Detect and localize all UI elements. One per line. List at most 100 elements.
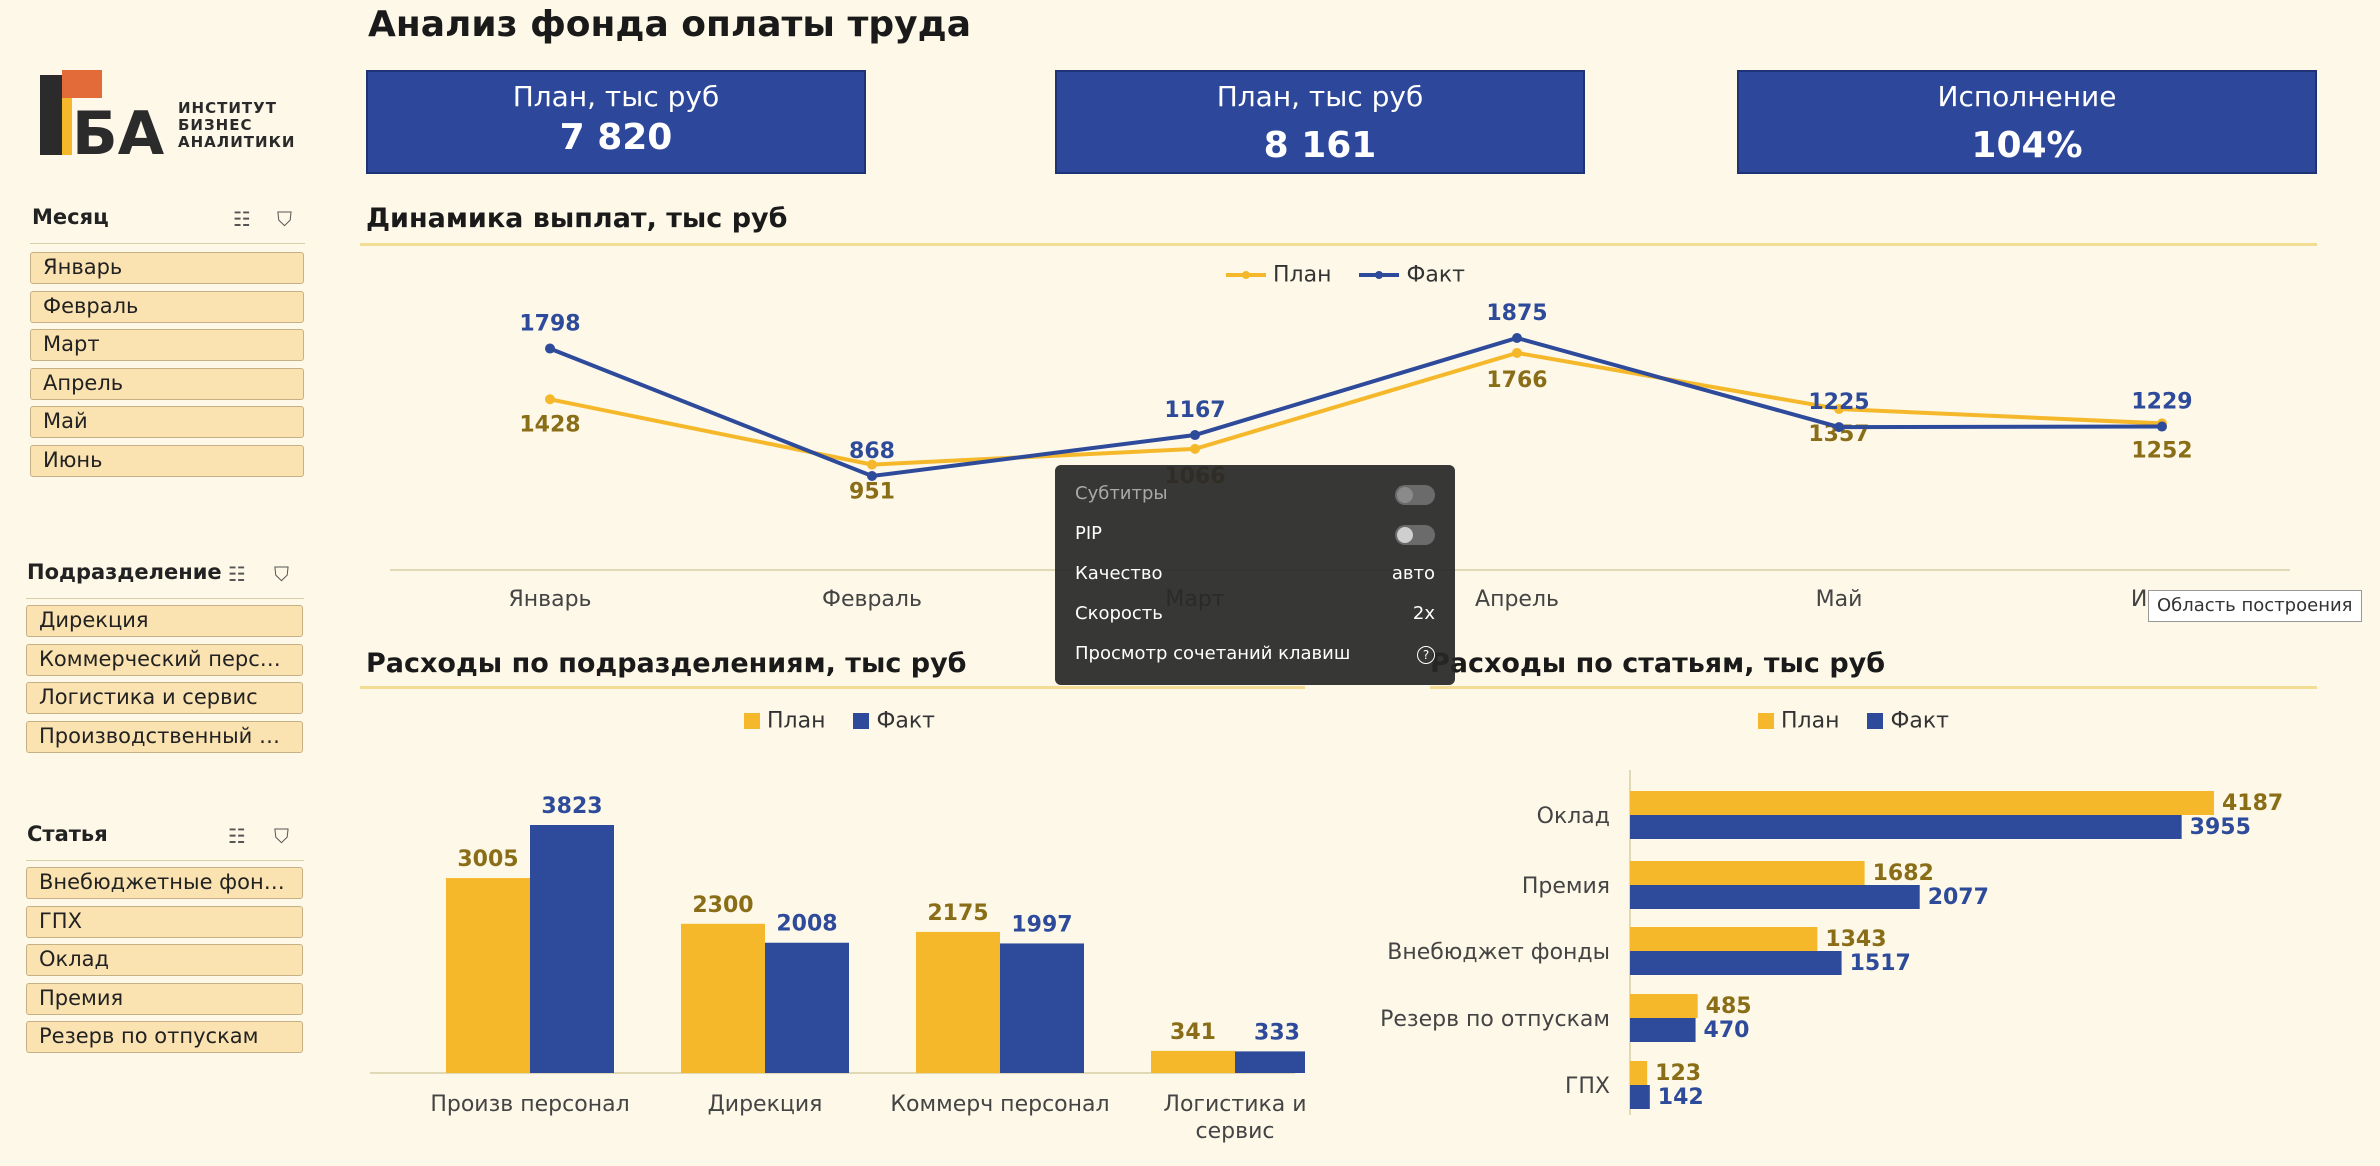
bar-fact xyxy=(530,825,614,1073)
bar-plan xyxy=(1630,861,1865,885)
data-label: 1229 xyxy=(2131,390,2192,415)
kpi-value: 104% xyxy=(1971,125,2083,166)
kpi-value: 8 161 xyxy=(1263,125,1377,166)
data-point xyxy=(1834,422,1844,433)
kpi-label: Исполнение xyxy=(1937,80,2117,113)
slicer-item[interactable]: Коммерческий перс… xyxy=(26,644,303,676)
y-tick-label: ГПХ xyxy=(1565,1074,1610,1099)
slicer-item[interactable]: Июнь xyxy=(30,445,304,477)
bar-plan xyxy=(916,931,1000,1073)
data-label: 2077 xyxy=(1928,885,1989,910)
x-tick-label: сервис xyxy=(1196,1119,1275,1144)
division-chart-title: Расходы по подразделениям, тыс руб xyxy=(366,648,967,679)
speed-value: 2x xyxy=(1412,603,1435,624)
speed-row[interactable]: Скорость 2x xyxy=(1075,599,1435,629)
slicer-title: Статья xyxy=(27,822,108,846)
y-tick-label: Оклад xyxy=(1537,804,1610,829)
slicer-item[interactable]: Май xyxy=(30,406,304,438)
shortcuts-row[interactable]: Просмотр сочетаний клавиш ? xyxy=(1075,639,1435,669)
clear-filter-icon[interactable]: ⛉ xyxy=(274,824,289,848)
slicer-item[interactable]: Март xyxy=(30,329,304,361)
x-tick-label: Май xyxy=(1816,587,1863,612)
multi-select-icon[interactable]: ☷ xyxy=(228,824,246,848)
kpi-label: План, тыс руб xyxy=(512,80,720,113)
quality-row[interactable]: Качество авто xyxy=(1075,559,1435,589)
x-tick-label: Апрель xyxy=(1475,587,1559,612)
slicer-title: Месяц xyxy=(32,205,109,229)
logo: БА ИНСТИТУТ БИЗНЕС АНАЛИТИКИ xyxy=(40,70,300,160)
pip-toggle[interactable] xyxy=(1395,525,1435,545)
y-tick-label: Резерв по отпускам xyxy=(1380,1007,1610,1032)
bar-plan xyxy=(1630,1061,1648,1085)
kpi-card-execution: Исполнение 104% xyxy=(1737,70,2317,174)
data-label: 142 xyxy=(1658,1085,1704,1110)
bar-plan xyxy=(681,923,765,1073)
x-tick-label: Февраль xyxy=(822,587,922,612)
slicer-item[interactable]: Апрель xyxy=(30,368,304,400)
slicer-item[interactable]: Логистика и сервис xyxy=(26,682,303,714)
slicer-item[interactable]: Производственный … xyxy=(26,721,303,753)
data-point xyxy=(1512,333,1522,343)
pip-row[interactable]: PIP xyxy=(1075,519,1435,549)
slicer-item[interactable]: Дирекция xyxy=(26,605,303,637)
slicer-title: Подразделение xyxy=(27,560,222,584)
slicer-item[interactable]: Январь xyxy=(30,252,304,284)
division-chart-legend: План Факт xyxy=(744,708,935,734)
slicer-item[interactable]: ГПХ xyxy=(26,906,303,938)
line-chart-legend: План Факт xyxy=(1226,262,1465,288)
multi-select-icon[interactable]: ☷ xyxy=(233,207,251,231)
data-point xyxy=(867,459,877,470)
bar-fact xyxy=(765,942,849,1073)
slicer-item[interactable]: Оклад xyxy=(26,944,303,976)
player-settings-popup: Субтитры PIP Качество авто Скорость 2x П… xyxy=(1055,465,1455,685)
data-label: 3955 xyxy=(2190,815,2251,840)
legend-plan: План xyxy=(767,708,826,734)
data-label: 1428 xyxy=(519,412,580,437)
subtitles-label: Субтитры xyxy=(1075,483,1168,504)
legend-fact: Факт xyxy=(1890,708,1949,734)
data-point xyxy=(1512,347,1522,358)
speed-label: Скорость xyxy=(1075,603,1163,624)
slicer-item[interactable]: Февраль xyxy=(30,291,304,323)
data-label: 1798 xyxy=(519,312,580,337)
data-point xyxy=(1834,404,1844,415)
data-label: 2300 xyxy=(692,893,753,918)
subtitles-toggle[interactable] xyxy=(1395,485,1435,505)
slicer-item[interactable]: Резерв по отпускам xyxy=(26,1021,303,1053)
clear-filter-icon[interactable]: ⛉ xyxy=(274,562,289,586)
bar-fact xyxy=(1630,1018,1696,1042)
data-label: 1997 xyxy=(1011,912,1072,937)
data-label: 1343 xyxy=(1825,927,1886,952)
slicer-item[interactable]: Внебюджетные фон… xyxy=(26,867,303,899)
division-bar-chart[interactable]: 3005 3823 Произв персонал 2300 2008 Дирекция 2… xyxy=(360,745,1305,1155)
data-label: 951 xyxy=(849,480,895,505)
subtitles-row[interactable]: Субтитры xyxy=(1075,479,1435,509)
page-title: Анализ фонда оплаты труда xyxy=(368,4,971,45)
plot-area-tooltip: Область построения xyxy=(2148,590,2362,622)
x-tick-label: Логистика и xyxy=(1163,1092,1305,1117)
x-tick-label: Коммерч персонал xyxy=(890,1092,1109,1117)
article-chart-title: Расходы по статьям, тыс руб xyxy=(1430,648,1886,679)
data-label: 1167 xyxy=(1164,398,1225,423)
bar-fact xyxy=(1630,951,1842,975)
data-point xyxy=(867,471,877,482)
data-label: 341 xyxy=(1170,1020,1216,1045)
data-point xyxy=(2157,421,2167,432)
series-line-plan xyxy=(549,350,2163,467)
y-tick-label: Внебюджет фонды xyxy=(1387,940,1610,965)
clear-filter-icon[interactable]: ⛉ xyxy=(277,207,292,231)
logo-text: ИНСТИТУТ БИЗНЕС АНАЛИТИКИ xyxy=(178,99,296,151)
multi-select-icon[interactable]: ☷ xyxy=(228,562,246,586)
slicer-item[interactable]: Премия xyxy=(26,983,303,1015)
data-label: 1517 xyxy=(1850,951,1911,976)
line-chart[interactable]: 1428951106617661357125217988681167187512… xyxy=(360,280,2320,625)
shortcuts-label: Просмотр сочетаний клавиш xyxy=(1075,643,1351,664)
bar-plan xyxy=(1630,994,1698,1018)
data-label: 1225 xyxy=(1808,390,1869,415)
bar-plan xyxy=(446,878,530,1073)
bar-fact xyxy=(1630,1085,1650,1109)
quality-label: Качество xyxy=(1075,563,1163,584)
data-label: 2008 xyxy=(776,912,837,937)
y-tick-label: Премия xyxy=(1522,874,1610,899)
